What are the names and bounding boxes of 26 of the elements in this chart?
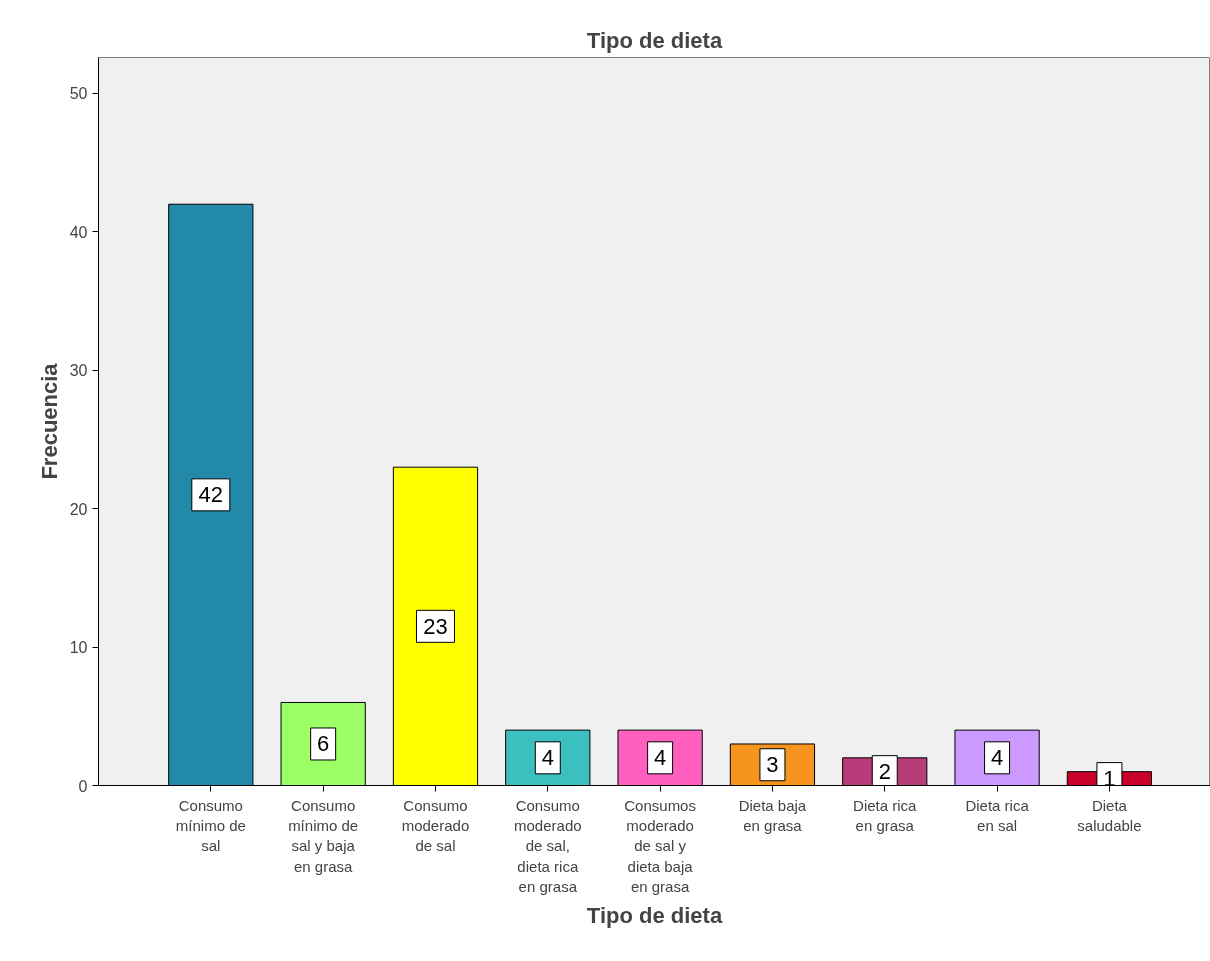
data-label: 42 [198,482,224,508]
chart-title: Tipo de dieta [586,27,723,53]
x-tick-label: Dieta baja en grasa [738,796,807,834]
x-tick-label: Consumos moderado de sal y dieta baja en grasa [624,796,696,896]
y-tick-label: 40 [69,223,88,241]
x-tick-label: Dieta saludable [1077,796,1142,834]
x-tick-label: Dieta rica en grasa [853,796,918,834]
x-tick-label: Consumo mínimo de sal [175,796,246,855]
y-tick-label: 0 [78,777,88,795]
x-tick-label: Consumo moderado de sal, dieta rica en grasa [514,796,582,896]
data-label: 23 [423,613,448,639]
y-tick-label: 20 [69,500,88,518]
data-label: 4 [990,745,1004,771]
y-tick-label: 50 [69,85,88,103]
y-tick-label: 10 [69,639,88,657]
data-label: 6 [317,731,330,757]
data-label: 4 [654,745,667,771]
x-tick-label: Dieta rica en sal [965,796,1030,834]
x-tick-label: Consumo moderado de sal [401,796,470,855]
x-axis-title: Tipo de dieta [586,903,723,929]
data-label: 4 [541,745,554,771]
data-label: 3 [766,752,779,778]
data-label: 2 [878,759,891,785]
y-tick-label: 30 [69,362,88,380]
x-tick-label: Consumo mínimo de sal y baja en grasa [288,796,359,875]
y-axis-title: Frecuencia [36,362,62,480]
